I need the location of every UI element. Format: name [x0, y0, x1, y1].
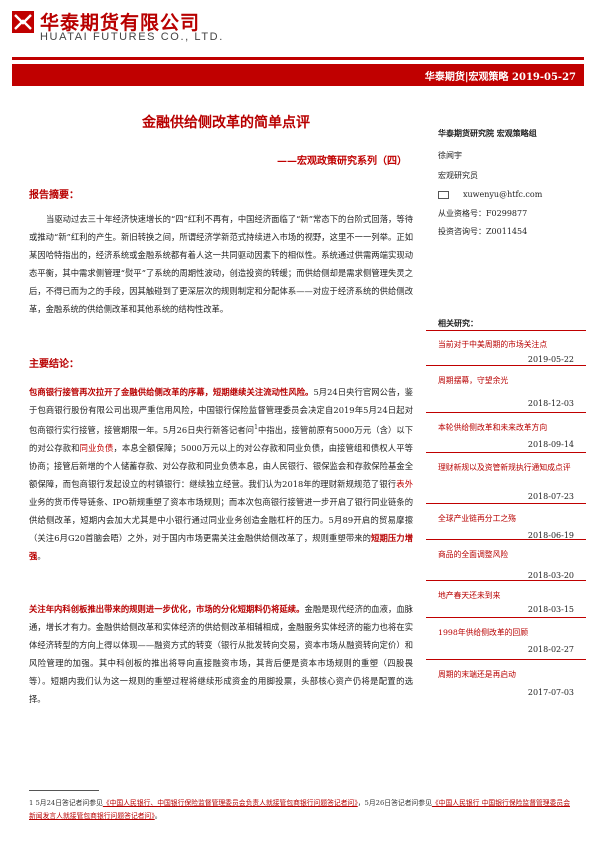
- related-divider: [426, 580, 586, 581]
- related-item-title[interactable]: 1998年供给侧改革的回顾: [438, 628, 529, 637]
- related-item-date: 2018-07-23: [527, 492, 574, 501]
- related-divider: [426, 365, 586, 366]
- analyst-email-row: xuwenyu@htfc.com: [438, 190, 542, 199]
- related-heading: 相关研究：: [438, 318, 478, 328]
- footnote-rule: [29, 790, 99, 791]
- header-band: 华泰期货|宏观策略 2019-05-27: [12, 64, 584, 86]
- related-divider: [426, 617, 586, 618]
- related-item-title[interactable]: 周期的末端还是再启动: [438, 670, 516, 679]
- institute: 华泰期货研究院 宏观策略组: [438, 128, 537, 138]
- footnote: 1 5月24日答记者问参见《中国人民银行、中国银行保险监督管理委员会负责人就接管…: [29, 797, 574, 823]
- related-divider: [426, 503, 586, 504]
- report-title: 金融供给侧改革的简单点评: [142, 115, 310, 131]
- related-item-date: 2018-06-19: [527, 531, 574, 540]
- related-item-title[interactable]: 商品的全面调整风险: [438, 550, 509, 559]
- conclusion-paragraph-2: 关注年内科创板推出带来的规则进一步优化，市场的分化短期料仍将延续。金融是现代经济…: [29, 600, 413, 708]
- conclusion-1-text-e: 。: [37, 550, 46, 561]
- summary-text: 当驱动过去三十年经济快速增长的“四”红利不再有，中国经济面临了“新”常态下的台阶…: [29, 214, 413, 314]
- related-divider: [426, 452, 586, 453]
- related-item-date: 2018-02-27: [527, 645, 574, 654]
- related-item-title[interactable]: 理财新规以及资管新规执行通知成点评: [438, 463, 571, 472]
- related-item-title[interactable]: 本轮供给侧改革和未来改革方向: [438, 423, 548, 432]
- related-item-date: 2018-03-15: [527, 605, 574, 614]
- footnote-link-2[interactable]: 《中国人民银行 中国银行保险监督管理委员会新闻发言人就接管包商银行问题答记者问》: [29, 799, 570, 820]
- license-number-2: 投资咨询号：Z0011454: [438, 227, 528, 236]
- analyst-role: 宏观研究员: [438, 171, 478, 180]
- conclusion-paragraph-1: 包商银行接管再次拉开了金融供给侧改革的序幕，短期继续关注流动性风险。5月24日央…: [29, 383, 413, 565]
- highlight-offbalance: 表外: [396, 478, 413, 489]
- footnote-ref[interactable]: 1: [254, 424, 258, 431]
- related-item-date: 2018-12-03: [527, 399, 574, 408]
- related-divider: [426, 539, 586, 540]
- related-item-date: 2017-07-03: [527, 688, 574, 697]
- conclusion-2-lead: 关注年内科创板推出带来的规则进一步优化，市场的分化短期料仍将延续。: [29, 604, 305, 614]
- header-rule: [12, 57, 584, 60]
- report-subtitle: ——宏观政策研究系列（四）: [277, 156, 407, 167]
- footnote-text-c: 。: [154, 812, 162, 820]
- company-logo: [12, 11, 34, 33]
- company-name-cn: 华泰期货有限公司: [40, 12, 201, 34]
- related-item-title[interactable]: 周期摆幕，守望余光: [438, 376, 509, 385]
- analyst-email[interactable]: xuwenyu@htfc.com: [463, 190, 543, 199]
- footnote-text-b: ，5月26日答记者问参见: [357, 799, 432, 807]
- analyst-name: 徐闻宇: [438, 151, 462, 160]
- conclusion-1-text-d: 业务的货币传导链条、IPO新规重塑了资本市场规则；而本次包商银行接管进一步开启了…: [29, 496, 413, 543]
- conclusion-1-text-b: 中指出，接管前原有5000万元（含）以下的对公存款和: [29, 424, 413, 453]
- summary-heading: 报告摘要：: [29, 190, 79, 201]
- highlight-interbank: 同业负债: [79, 442, 114, 453]
- header-band-text: 华泰期货|宏观策略 2019-05-27: [424, 72, 576, 83]
- conclusion-1-emphasis: 短期压力增强: [29, 532, 413, 561]
- related-item-date: 2018-09-14: [527, 440, 574, 449]
- related-item-title[interactable]: 当前对于中美周期的市场关注点: [438, 340, 548, 349]
- related-item-date: 2019-05-22: [527, 355, 574, 364]
- footnote-text-a: 1 5月24日答记者问参见: [29, 799, 103, 807]
- conclusion-2-text: 金融是现代经济的血液，血脉通，增长才有力。金融供给侧改革和实体经济的供给侧改革相…: [29, 604, 413, 704]
- related-item-title[interactable]: 全球产业链再分工之殇: [438, 514, 516, 523]
- related-divider: [426, 330, 586, 331]
- conclusion-1-lead: 包商银行接管再次拉开了金融供给侧改革的序幕，短期继续关注流动性风险。: [29, 387, 314, 397]
- related-divider: [426, 412, 586, 413]
- company-name-en: HUATAI FUTURES CO., LTD.: [40, 31, 224, 43]
- license-number-1: 从业资格号：F0299877: [438, 209, 528, 218]
- footnote-link-1[interactable]: 《中国人民银行、中国银行保险监督管理委员会负责人就接管包商银行问题答记者问》: [102, 799, 358, 807]
- related-divider: [426, 659, 586, 660]
- conclusion-1-text-c: ，本息全额保障；5000万元以上的对公存款和同业负债，由接管组和债权人平等协商；…: [29, 442, 413, 489]
- conclusion-heading: 主要结论：: [29, 359, 79, 370]
- related-item-date: 2018-03-20: [527, 571, 574, 580]
- related-item-title[interactable]: 地产春天还未到来: [438, 591, 501, 600]
- conclusion-1-text-a: 5月24日央行官网公告，鉴于包商银行股份有限公司出现严重信用风险，中国银行保险监…: [29, 387, 413, 435]
- mail-icon: [438, 191, 449, 199]
